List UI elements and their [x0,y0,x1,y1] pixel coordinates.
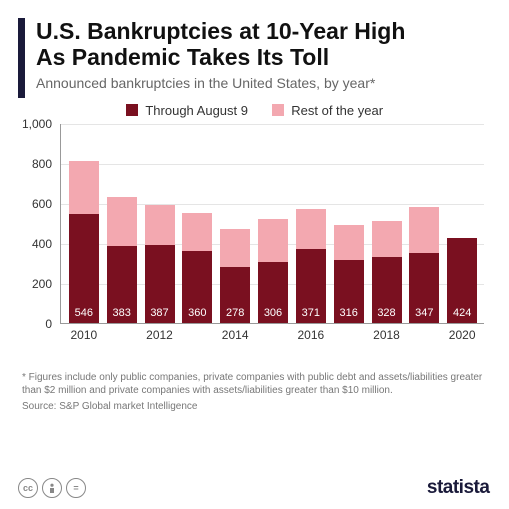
legend-item-rest: Rest of the year [272,103,383,118]
bar-through [296,249,326,323]
accent-bar [18,18,25,98]
legend-label-rest: Rest of the year [291,103,383,118]
bar-rest [258,219,288,262]
x-tick-label: 2014 [222,328,249,342]
swatch-through [126,104,138,116]
x-tick-label: 2012 [146,328,173,342]
bar-through [372,257,402,323]
title-line-2: As Pandemic Takes Its Toll [36,44,329,70]
bar-through [258,262,288,323]
footer: cc = statista [18,477,491,499]
bar-rest [182,213,212,251]
bar-through [145,245,175,322]
subtitle: Announced bankruptcies in the United Sta… [36,75,491,91]
bar-through [447,238,477,323]
footnote: * Figures include only public companies,… [18,371,491,397]
y-tick-label: 600 [32,197,52,211]
bar-rest [145,205,175,245]
statista-logo: statista [427,477,491,499]
bar-through [334,260,364,323]
source-line: Source: S&P Global market Intelligence [18,401,491,412]
bar-rest [296,209,326,249]
bar-through [220,267,250,323]
bar-rest [372,221,402,257]
x-tick-label: 2016 [297,328,324,342]
bar-through [107,246,137,323]
bar-rest [334,225,364,260]
title-line-1: U.S. Bankruptcies at 10-Year High [36,18,405,44]
bar-rest [107,197,137,246]
legend: Through August 9 Rest of the year [18,103,491,118]
by-icon [42,478,62,498]
y-tick-label: 0 [45,317,52,331]
y-tick-label: 1,000 [22,117,52,131]
y-tick-label: 800 [32,157,52,171]
y-axis-labels: 02004006008001,000 [18,124,58,324]
y-tick-label: 200 [32,277,52,291]
legend-item-through: Through August 9 [126,103,248,118]
bar-rest [409,207,439,253]
nd-icon: = [66,478,86,498]
bar-through [182,251,212,323]
license-icons: cc = [18,478,86,498]
plot-area: 5462010383387201236027820143063712016316… [60,124,484,324]
legend-label-through: Through August 9 [145,103,248,118]
bar-rest [69,161,99,214]
chart: 02004006008001,000 546201038338720123602… [18,124,488,359]
x-tick-label: 2010 [70,328,97,342]
x-tick-label: 2018 [373,328,400,342]
page-title: U.S. Bankruptcies at 10-Year High As Pan… [36,18,491,71]
gridline [61,164,484,165]
swatch-rest [272,104,284,116]
bar-through [69,214,99,323]
bar-rest [220,229,250,267]
bar-through [409,253,439,322]
x-tick-label: 2020 [449,328,476,342]
cc-icon: cc [18,478,38,498]
gridline [61,124,484,125]
y-tick-label: 400 [32,237,52,251]
